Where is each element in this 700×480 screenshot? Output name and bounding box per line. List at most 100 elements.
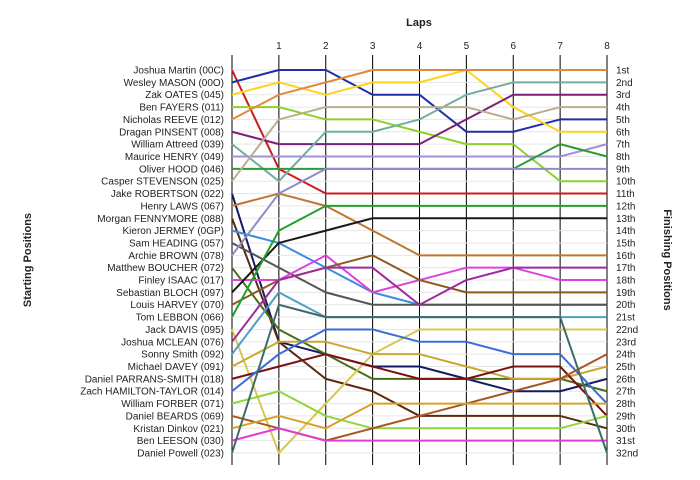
lap-tick-label: 2 — [323, 41, 329, 52]
series-line — [232, 143, 608, 158]
finishing-position-label: 9th — [616, 164, 630, 175]
finishing-position-label: 24th — [616, 350, 635, 361]
series-line — [231, 217, 607, 294]
starting-driver-name: William FORBER (071) — [121, 399, 224, 410]
finishing-position-label: 25th — [616, 362, 635, 373]
finishing-position-label: 30th — [616, 424, 635, 435]
starting-driver-name: Wesley MASON (00O) — [124, 78, 224, 89]
starting-driver-name: Daniel Powell (023) — [137, 449, 224, 460]
finishing-position-label: 26th — [616, 374, 635, 385]
finishing-position-label: 10th — [616, 177, 635, 188]
finishing-position-label: 16th — [616, 251, 635, 262]
finishing-position-label: 13th — [616, 214, 635, 225]
series-line — [231, 328, 607, 454]
finishing-position-label: 19th — [616, 288, 635, 299]
lap-ticks: 1 2 3 4 5 6 7 8 — [276, 41, 610, 52]
finishing-position-label: 23rd — [616, 337, 636, 348]
lap-tick-label: 7 — [557, 41, 563, 52]
starting-driver-name: Casper STEVENSON (025) — [101, 177, 224, 188]
finishing-position-label: 4th — [616, 103, 630, 114]
finishing-position-label: 14th — [616, 226, 635, 237]
starting-driver-name: Archie BROWN (078) — [128, 251, 224, 262]
starting-driver-name: Daniel BEARDS (069) — [126, 411, 224, 422]
lap-tick-label: 3 — [370, 41, 376, 52]
series-line — [231, 204, 607, 318]
finishing-position-label: 27th — [616, 387, 635, 398]
starting-driver-name: Sam HEADING (057) — [129, 238, 224, 249]
starting-driver-name: Maurice HENRY (049) — [125, 152, 224, 163]
starting-driver-name: Kieron JERMEY (0GP) — [122, 226, 224, 237]
starting-driver-name: Ben LEESON (030) — [137, 436, 224, 447]
lap-tick-label: 5 — [464, 41, 470, 52]
finishing-position-label: 31st — [616, 436, 635, 447]
finishing-position-label: 29th — [616, 411, 635, 422]
finishing-position-label: 3rd — [616, 90, 630, 101]
finishing-position-label: 5th — [616, 115, 630, 126]
finishing-position-label: 28th — [616, 399, 635, 410]
series-line — [231, 303, 608, 454]
finishing-position-label: 20th — [616, 300, 635, 311]
series-line — [231, 69, 607, 121]
finishing-position-label: 17th — [616, 263, 635, 274]
starting-driver-name: Kristan Dinkov (021) — [133, 424, 224, 435]
starting-driver-name: Sebastian BLOCH (097) — [116, 288, 224, 299]
finishing-position-label: 6th — [616, 127, 630, 138]
lap-tick-label: 4 — [417, 41, 423, 52]
series-line — [231, 69, 607, 195]
finishing-position-label: 21st — [616, 313, 635, 324]
series-line — [231, 69, 607, 133]
series-line — [231, 81, 607, 183]
finishing-position-label: 8th — [616, 152, 630, 163]
series-line — [231, 402, 607, 430]
series-lines — [231, 69, 608, 454]
finishing-position-label: 7th — [616, 140, 630, 151]
finishing-position-label: 1st — [616, 66, 630, 77]
series-line — [231, 340, 608, 380]
finishing-position-label: 22nd — [616, 325, 638, 336]
starting-driver-name: Dragan PINSENT (008) — [119, 127, 224, 138]
series-line — [231, 167, 607, 256]
series-line — [231, 106, 607, 182]
starting-driver-name: Morgan FENNYMORE (088) — [97, 214, 224, 225]
lap-tick-label: 8 — [604, 41, 610, 52]
starting-driver-name: Joshua Martin (00C) — [133, 66, 224, 77]
chart-title: Laps — [406, 17, 432, 29]
series-line — [231, 353, 608, 417]
starting-driver-name: Oliver HOOD (046) — [139, 164, 224, 175]
left-axis-title: Starting Positions — [22, 213, 34, 307]
starting-driver-name: Tom LEBBON (066) — [136, 313, 224, 324]
starting-driver-name: Zach HAMILTON-TAYLOR (014) — [80, 387, 224, 398]
starting-driver-name: Louis HARVEY (070) — [130, 300, 224, 311]
series-line — [231, 266, 607, 343]
starting-driver-name: Matthew BOUCHER (072) — [107, 263, 224, 274]
starting-driver-name: Daniel PARRANS-SMITH (018) — [85, 374, 224, 385]
finishing-position-label: 11th — [616, 189, 635, 200]
finishing-position-label: 32nd — [616, 449, 638, 460]
finishing-position-label: 12th — [616, 201, 635, 212]
series-line — [231, 93, 607, 146]
starting-driver-name: Henry LAWS (067) — [140, 201, 224, 212]
series-line — [231, 192, 607, 257]
starting-driver-name: William Attreed (039) — [131, 140, 224, 151]
series-line — [231, 390, 608, 430]
lap-tick-label: 1 — [276, 41, 282, 52]
finishing-position-label: 18th — [616, 276, 635, 287]
starting-driver-name: Nicholas REEVE (012) — [123, 115, 224, 126]
finishing-position-label: 2nd — [616, 78, 633, 89]
starting-driver-name: Joshua MCLEAN (076) — [121, 337, 224, 348]
starting-driver-name: Finley ISAAC (017) — [138, 276, 224, 287]
starting-names: Joshua Martin (00C)Wesley MASON (00O)Zak… — [80, 66, 224, 460]
starting-driver-name: Sonny Smith (092) — [141, 350, 224, 361]
starting-driver-name: Michael DAVEY (091) — [128, 362, 224, 373]
lap-tick-label: 6 — [510, 41, 516, 52]
series-line — [231, 427, 607, 442]
starting-driver-name: Ben FAYERS (011) — [139, 103, 224, 114]
starting-driver-name: Zak OATES (045) — [145, 90, 224, 101]
starting-driver-name: Jake ROBERTSON (022) — [111, 189, 224, 200]
finishing-position-label: 15th — [616, 238, 635, 249]
starting-driver-name: Jack DAVIS (095) — [145, 325, 224, 336]
right-axis-title: Finishing Positions — [661, 209, 673, 310]
